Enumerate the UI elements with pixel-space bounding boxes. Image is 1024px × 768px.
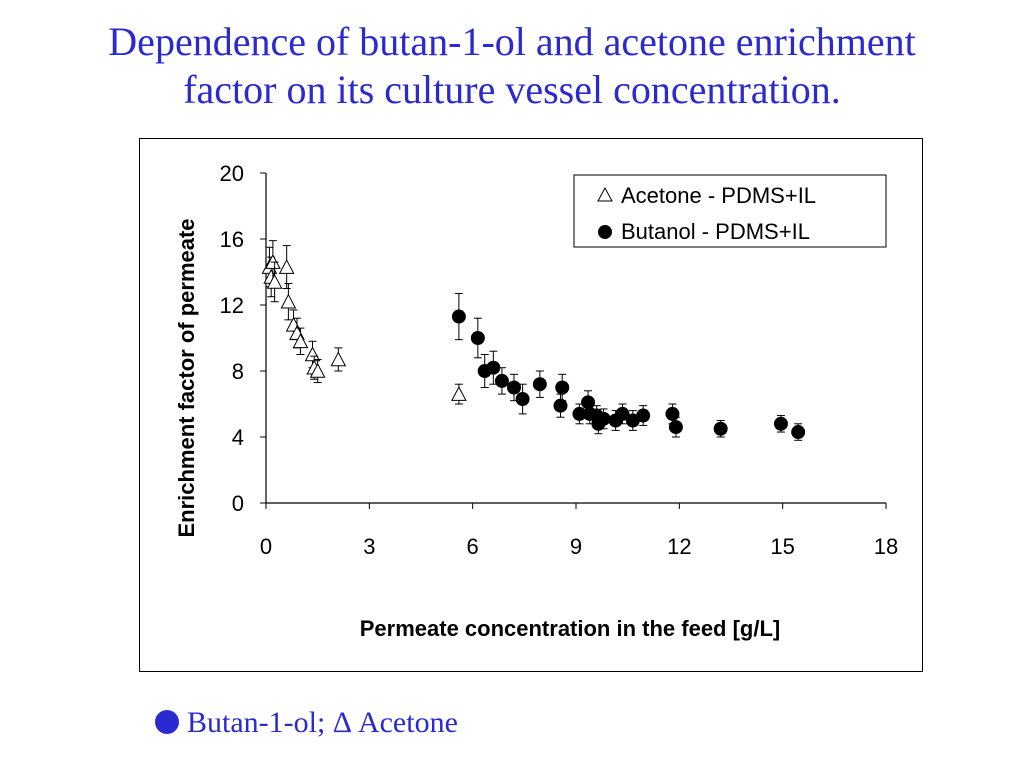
y-tick-label: 0 bbox=[232, 491, 244, 516]
x-tick-label: 12 bbox=[667, 534, 691, 559]
circle-marker bbox=[581, 395, 596, 410]
acetone-point bbox=[266, 261, 283, 303]
chart-ticks: 0 4 8 12 16 20 0 3 6 9 12 15 18 bbox=[220, 161, 899, 559]
circle-icon bbox=[598, 225, 612, 239]
triangle-marker bbox=[330, 351, 347, 367]
acetone-point bbox=[309, 358, 326, 384]
filled-circle-icon bbox=[155, 710, 179, 734]
butanol-point bbox=[636, 405, 651, 426]
y-tick-label: 4 bbox=[232, 425, 244, 450]
slide-title-line-1: Dependence of butan-1-ol and acetone enr… bbox=[108, 19, 916, 64]
triangle-icon bbox=[597, 186, 613, 202]
triangle-marker bbox=[280, 293, 297, 309]
butanol-point bbox=[713, 420, 728, 438]
circle-marker bbox=[553, 398, 568, 413]
circle-marker bbox=[773, 416, 788, 431]
y-tick-label: 8 bbox=[232, 359, 244, 384]
acetone-point bbox=[451, 383, 467, 405]
x-tick-label: 9 bbox=[570, 534, 582, 559]
triangle-marker bbox=[266, 273, 283, 289]
triangle-marker bbox=[304, 346, 321, 362]
butanol-point bbox=[668, 416, 683, 438]
x-tick-label: 15 bbox=[770, 534, 794, 559]
circle-marker bbox=[555, 380, 570, 395]
circle-marker bbox=[486, 360, 501, 375]
circle-marker bbox=[451, 309, 466, 324]
circle-marker bbox=[494, 373, 509, 388]
butanol-point bbox=[515, 383, 530, 415]
butanol-point bbox=[494, 367, 509, 395]
butanol-point bbox=[773, 415, 788, 433]
x-tick-label: 18 bbox=[874, 534, 898, 559]
caption-text: Butan-1-ol; Δ Acetone bbox=[187, 706, 458, 739]
legend-box bbox=[573, 174, 887, 248]
triangle-marker bbox=[278, 258, 295, 274]
butanol-point bbox=[791, 423, 806, 441]
slide-title: Dependence of butan-1-ol and acetone enr… bbox=[0, 18, 1024, 114]
acetone-point bbox=[330, 347, 347, 372]
circle-marker bbox=[515, 392, 530, 407]
circle-marker bbox=[636, 408, 651, 423]
chart-marks bbox=[261, 240, 806, 441]
x-axis-label: Permeate concentration in the feed [g/L] bbox=[360, 616, 781, 641]
butanol-point bbox=[451, 292, 466, 341]
y-tick-label: 16 bbox=[220, 227, 244, 252]
butanol-point bbox=[532, 370, 547, 398]
circle-marker bbox=[713, 421, 728, 436]
chart-frame bbox=[139, 138, 923, 672]
caption: Butan-1-ol; Δ Acetone bbox=[155, 706, 458, 740]
circle-marker bbox=[596, 411, 611, 426]
butanol-point bbox=[470, 317, 485, 359]
butanol-point bbox=[572, 403, 587, 425]
circle-marker bbox=[791, 425, 806, 440]
circle-marker bbox=[507, 380, 521, 395]
x-tick-label: 3 bbox=[363, 534, 375, 559]
y-tick-label: 12 bbox=[220, 293, 244, 318]
legend-label: Butanol - PDMS+IL bbox=[621, 219, 810, 244]
y-tick-label: 20 bbox=[220, 161, 244, 186]
x-tick-label: 6 bbox=[467, 534, 479, 559]
circle-marker bbox=[532, 377, 547, 392]
acetone-point bbox=[292, 327, 309, 355]
triangle-marker bbox=[451, 386, 467, 401]
x-tick-label: 0 bbox=[260, 534, 272, 559]
acetone-point bbox=[278, 245, 295, 289]
circle-marker bbox=[615, 406, 630, 421]
triangle-marker bbox=[309, 362, 326, 378]
triangle-marker bbox=[292, 333, 309, 349]
circle-marker bbox=[470, 331, 485, 345]
chart-legend: Acetone - PDMS+IL Butanol - PDMS+IL bbox=[573, 174, 887, 248]
y-axis-label: Enrichment factor of permeate bbox=[174, 218, 199, 537]
acetone-point bbox=[280, 283, 297, 321]
legend-label: Acetone - PDMS+IL bbox=[621, 183, 816, 208]
butanol-point bbox=[615, 403, 630, 425]
butanol-point bbox=[555, 373, 570, 402]
butanol-point bbox=[507, 373, 521, 402]
circle-marker bbox=[665, 406, 680, 421]
slide-title-line-2: factor on its culture vessel concentrati… bbox=[183, 67, 841, 112]
butanol-point bbox=[596, 408, 611, 430]
circle-marker bbox=[572, 406, 587, 421]
butanol-point bbox=[553, 393, 568, 418]
circle-marker bbox=[668, 420, 683, 435]
